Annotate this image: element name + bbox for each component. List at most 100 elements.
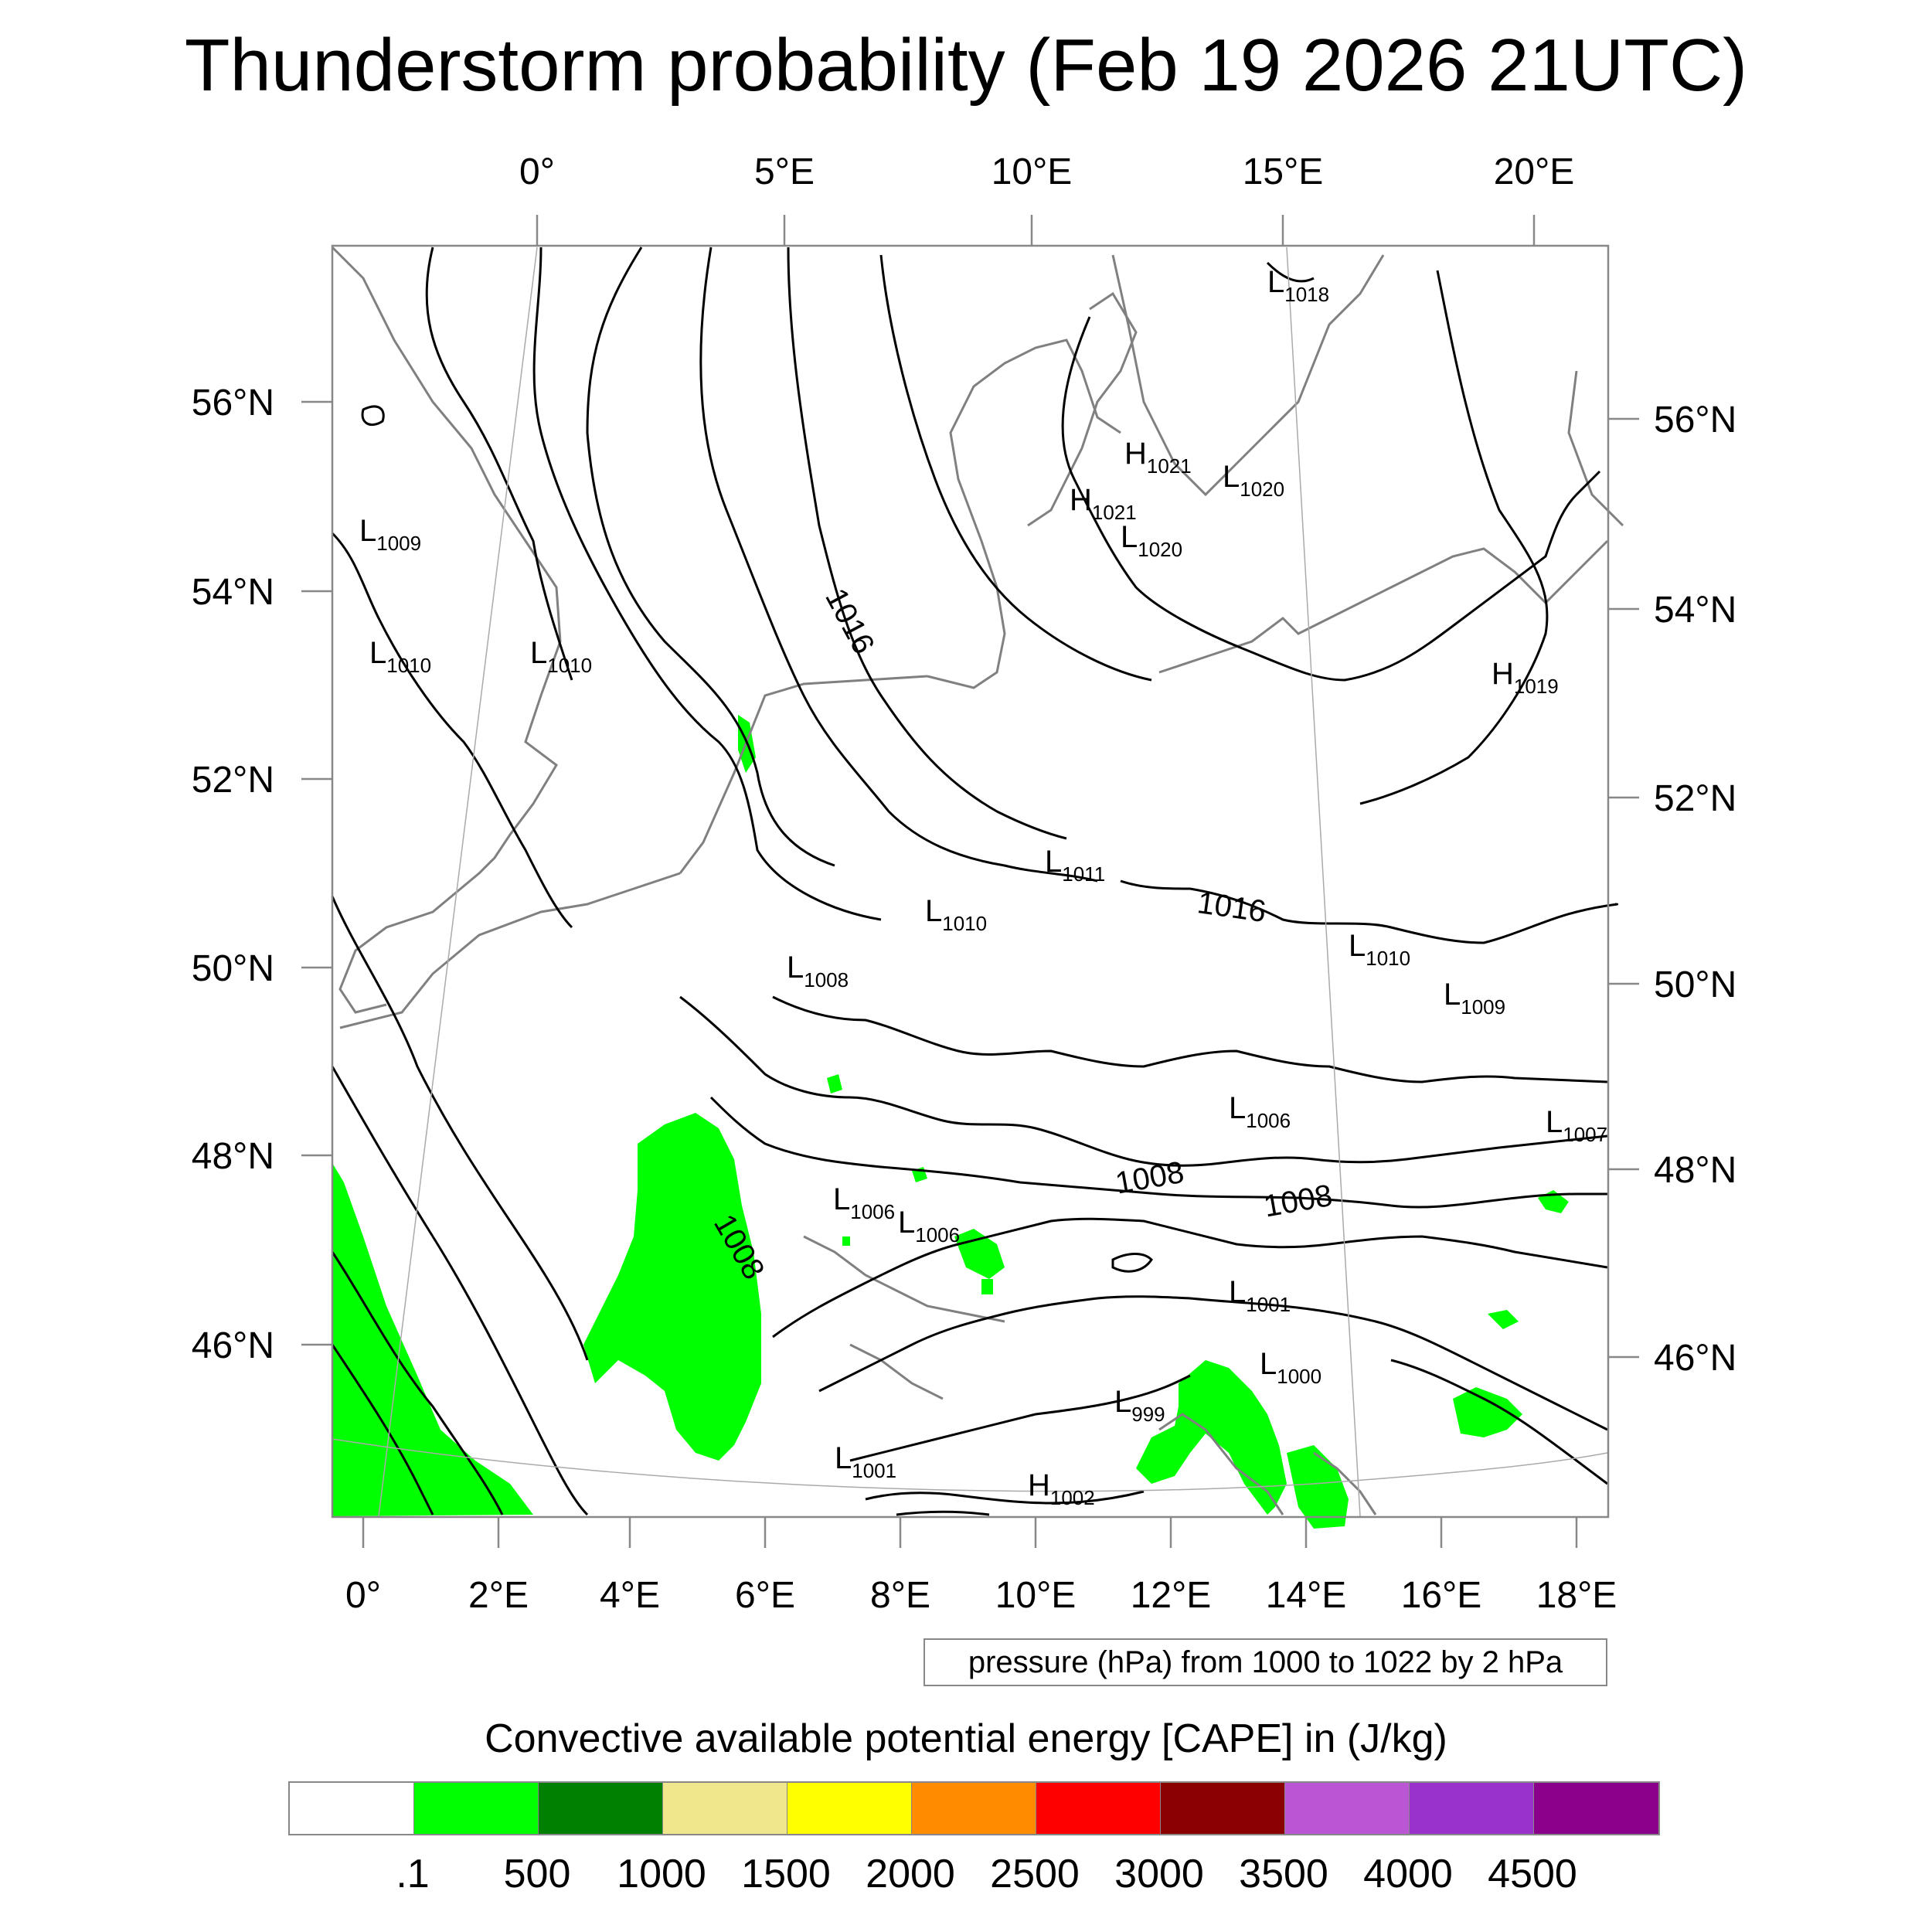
- pressure-center-type: H: [1492, 657, 1514, 691]
- bottom-lon-label: 4°E: [600, 1575, 660, 1616]
- coast-baltic-east: [1567, 370, 1624, 527]
- cape-region-east-1: [1453, 1387, 1522, 1437]
- isobars: [331, 247, 1618, 1516]
- pressure-center-label: L999: [1114, 1385, 1165, 1426]
- pressure-center-type: L: [1444, 978, 1461, 1012]
- pressure-center-label: L1010: [1349, 929, 1410, 970]
- colorbar-label: 500: [503, 1852, 571, 1896]
- pressure-center-type: L: [787, 951, 804, 985]
- isobar-1008-west: [709, 1096, 1392, 1207]
- pressure-center-type: L: [1260, 1347, 1277, 1381]
- pressure-center-value: 1010: [386, 654, 431, 677]
- border-inner-1: [803, 1235, 1005, 1323]
- isobar-north-3: [586, 247, 835, 867]
- pressure-center-type: L: [1114, 1385, 1131, 1419]
- colorbar-label: 1500: [741, 1852, 831, 1896]
- pressure-center-label: L1007: [1546, 1105, 1607, 1146]
- coastlines: [331, 246, 1624, 1515]
- bottom-lon-label: 14°E: [1266, 1575, 1347, 1616]
- isobar-south-2: [818, 1295, 1608, 1431]
- colorbar-swatch: [290, 1783, 414, 1834]
- colorbar-label: 1000: [617, 1852, 706, 1896]
- isobar-danish-h: [879, 254, 1152, 682]
- pressure-center-value: 1010: [547, 654, 592, 677]
- pressure-center-value: 999: [1131, 1403, 1165, 1426]
- pressure-center-label: L1006: [833, 1182, 895, 1223]
- isobar-mid-2: [679, 995, 1608, 1167]
- pressure-center-value: 1019: [1514, 675, 1559, 698]
- isobar-label: 1008: [1113, 1155, 1186, 1201]
- tick-marks: [301, 215, 1639, 1548]
- pressure-center-label: H1019: [1492, 657, 1559, 698]
- isobar-label: 1016: [818, 583, 881, 659]
- colorbar-label: 4500: [1488, 1852, 1577, 1896]
- isobar-1016-east: [1120, 879, 1618, 944]
- pressure-center-type: L: [835, 1441, 852, 1475]
- pressure-center-type: L: [359, 514, 376, 548]
- plot-frame: [331, 244, 1610, 1519]
- colorbar-swatch: [912, 1783, 1036, 1834]
- pressure-center-value: 1007: [1563, 1123, 1607, 1146]
- pressure-center-type: L: [1349, 929, 1366, 963]
- pressure-center-value: 1021: [1147, 454, 1192, 478]
- border-inner-2: [849, 1343, 944, 1400]
- isobar-uk-loop: [361, 405, 385, 426]
- pressure-center-type: L: [1229, 1091, 1246, 1125]
- pressure-center-label: H1021: [1124, 437, 1192, 478]
- pressure-center-value: 1001: [1246, 1293, 1291, 1316]
- pressure-center-label: L1010: [530, 636, 592, 677]
- cape-region-central: [583, 1113, 761, 1461]
- right-lat-label: 54°N: [1654, 590, 1736, 631]
- bottom-lon-label: 16°E: [1401, 1575, 1482, 1616]
- pressure-center-label: L1006: [898, 1206, 960, 1247]
- pressure-center-type: L: [1267, 265, 1284, 299]
- pressure-center-value: 1006: [850, 1200, 895, 1223]
- isobar-north-2: [532, 247, 882, 921]
- pressure-center-label: L1010: [925, 894, 987, 935]
- pressure-center-label: H1002: [1028, 1468, 1095, 1509]
- pressure-center-value: 1006: [915, 1223, 960, 1247]
- coast-france-north: [339, 872, 681, 1029]
- pressure-center-label: L1009: [1444, 978, 1505, 1019]
- isobar-east-h1019: [1359, 270, 1549, 805]
- bottom-lon-label: 12°E: [1131, 1575, 1212, 1616]
- top-lon-label: 15°E: [1243, 151, 1324, 192]
- pressure-center-label: L1006: [1229, 1091, 1291, 1132]
- isobar-west-4: [331, 1251, 504, 1515]
- colorbar-swatch: [1285, 1783, 1410, 1834]
- pressure-center-value: 1006: [1246, 1109, 1291, 1132]
- isobar-north-4: [699, 247, 1098, 883]
- pressure-center-type: L: [1546, 1105, 1563, 1139]
- left-lat-label: 54°N: [192, 572, 274, 613]
- pressure-center-type: L: [833, 1182, 850, 1216]
- map-title: Thunderstorm probability (Feb 19 2026 21…: [184, 24, 1748, 107]
- colorbar-swatch: [663, 1783, 787, 1834]
- top-lon-label: 0°: [519, 151, 555, 192]
- coast-netherlands: [679, 675, 928, 874]
- meridian-15e: [1286, 247, 1361, 1517]
- coast-sweden: [1111, 254, 1385, 497]
- cape-region-east-3: [1488, 1310, 1519, 1329]
- colorbar-title: Convective available potential energy [C…: [485, 1716, 1447, 1761]
- pressure-center-label: L1008: [787, 951, 849, 992]
- colorbar-label: 4000: [1363, 1852, 1453, 1896]
- pressure-center-type: H: [1070, 483, 1092, 517]
- bottom-lon-label: 6°E: [735, 1575, 795, 1616]
- colorbar-swatch: [1161, 1783, 1285, 1834]
- left-lat-label: 52°N: [192, 760, 274, 801]
- isobar-label: 1016: [1196, 886, 1268, 929]
- meridian-0: [378, 247, 538, 1517]
- coast-italy-north: [1158, 1413, 1284, 1515]
- cape-region-small-2: [954, 1229, 1005, 1279]
- pressure-center-value: 1008: [804, 968, 849, 992]
- bottom-lon-label: 2°E: [468, 1575, 529, 1616]
- isobar-danish-ring: [1061, 316, 1601, 682]
- bottom-lon-label: 8°E: [870, 1575, 930, 1616]
- coast-baltic-south: [1158, 539, 1609, 674]
- left-lat-label: 48°N: [192, 1136, 274, 1177]
- colorbar-label: 3000: [1114, 1852, 1204, 1896]
- pressure-center-type: H: [1028, 1468, 1050, 1502]
- bottom-lon-label: 0°: [345, 1575, 381, 1616]
- left-lat-label: 50°N: [192, 948, 274, 989]
- pressure-center-label: L1018: [1267, 265, 1329, 306]
